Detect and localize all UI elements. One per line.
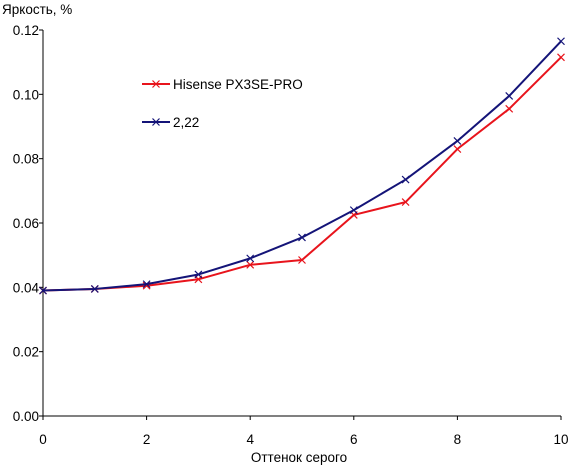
y-tick-label: 0.08 (13, 152, 39, 167)
data-point (90, 285, 99, 293)
legend-label: 2,22 (173, 115, 199, 130)
data-point (453, 137, 462, 145)
y-tick-label: 0.04 (13, 280, 40, 295)
data-point (39, 286, 47, 295)
data-point (453, 145, 462, 153)
data-point (194, 270, 203, 279)
legend-marker (152, 118, 160, 126)
data-point (298, 256, 306, 264)
x-tick-label: 2 (143, 432, 151, 447)
y-tick-label: 0.12 (13, 23, 39, 38)
x-tick-label: 0 (39, 432, 47, 447)
x-tick-label: 4 (246, 432, 254, 447)
y-tick-label: 0.02 (13, 345, 39, 360)
data-point (401, 175, 410, 184)
series-line-0 (42, 56, 562, 292)
x-axis-title: Оттенок серого (251, 450, 347, 465)
legend-item-1: 2,22 (142, 115, 199, 130)
data-point (401, 198, 410, 207)
series-layer (39, 37, 565, 295)
x-axis: 0 2 4 6 8 10 (39, 416, 569, 447)
legend: Hisense PX3SE-PRO 2,22 (142, 77, 303, 130)
y-tick-label: 0.06 (13, 216, 39, 231)
legend-item-0: Hisense PX3SE-PRO (142, 77, 303, 92)
series-1 (39, 37, 565, 295)
data-point (142, 280, 151, 289)
y-tick-label: 0.10 (13, 87, 39, 102)
data-point (246, 254, 255, 263)
x-tick-label: 10 (553, 432, 568, 447)
data-point (505, 92, 514, 100)
legend-marker (152, 80, 160, 88)
y-axis: 0.00 0.02 0.04 0.06 0.08 0.10 0.12 (13, 23, 43, 424)
x-tick-label: 8 (454, 432, 462, 447)
y-tick-label: 0.00 (13, 409, 39, 424)
legend-label: Hisense PX3SE-PRO (173, 77, 303, 92)
data-point (505, 104, 514, 113)
data-point (246, 260, 255, 269)
x-tick-label: 6 (350, 432, 358, 447)
data-point (298, 233, 306, 242)
data-point (557, 37, 565, 46)
y-axis-title: Яркость, % (2, 2, 72, 17)
data-point (349, 206, 358, 215)
data-point (557, 53, 565, 62)
